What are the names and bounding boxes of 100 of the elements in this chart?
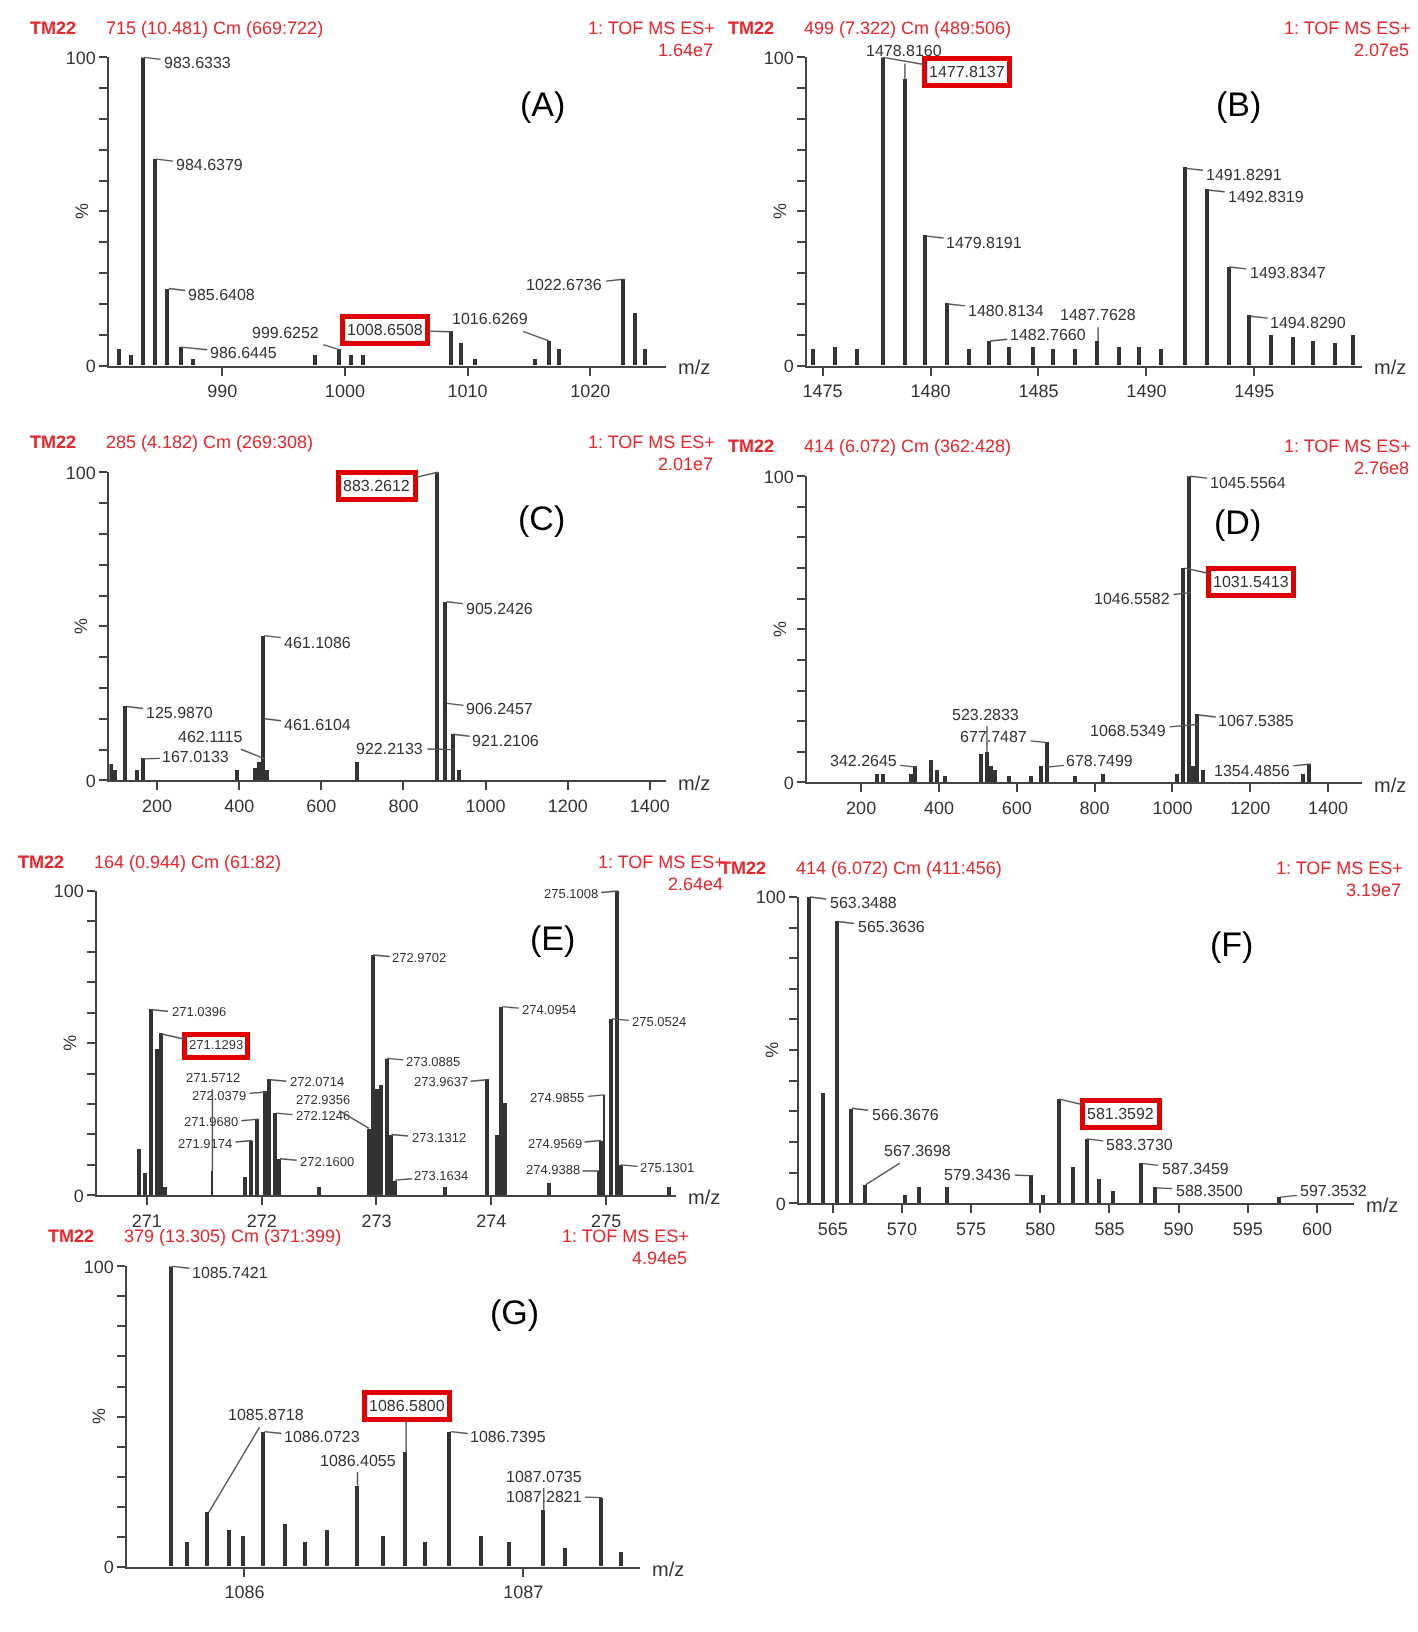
bar [979,754,984,783]
x-tick-label: 595 [1232,1218,1263,1239]
bar [435,472,440,781]
bar [1029,776,1034,783]
annotation: 523.2833 [952,706,1020,724]
bar [849,1109,854,1203]
annotation: 563.3488 [830,894,898,912]
text: 1: TOF MS ES+ [1284,18,1411,38]
bar [235,770,240,781]
annotation: 462.1115 [178,728,244,746]
bar [337,349,342,366]
y-axis-title: % [60,1034,81,1051]
bar [945,303,950,366]
x-tick-label: 1010 [447,381,488,402]
annotation: (G) [490,1294,540,1332]
x-tick-label: 600 [1001,798,1032,819]
y-tick-label: 0 [103,1556,114,1577]
bar [485,1079,490,1196]
annotation: 984.6379 [176,156,244,174]
bar [563,1548,568,1567]
bar [1139,1163,1144,1203]
bar [967,349,972,366]
annotation: 883.2612 [343,477,411,495]
bar [403,1452,408,1567]
text: TM22 [18,852,65,872]
bar [499,1007,504,1196]
x-tick-label: 1200 [547,796,588,817]
y-tick-label: 0 [73,1185,84,1206]
x-tick-label: 271 [131,1210,162,1231]
x-tick-label: 400 [923,798,954,819]
y-tick-label: 0 [783,355,794,376]
annotation: 1068.5349 [1090,722,1167,740]
annotation: 1493.8347 [1250,264,1327,282]
bar [667,1187,672,1196]
x-tick-label: 275 [591,1210,622,1231]
annotation: 985.6408 [188,286,256,304]
annotation: 461.1086 [284,634,352,652]
annotation: 2.64e4 [668,874,724,894]
x-axis-title: m/z [688,1188,721,1210]
annotation: 567.3698 [884,1142,952,1160]
text: 1: TOF MS ES+ [588,18,715,38]
annotation: 566.3676 [872,1106,940,1124]
x-tick-label: 800 [1079,798,1110,819]
bar [913,766,918,783]
annotation: 1022.6736 [526,276,603,294]
annotation: 999.6252 [252,324,320,342]
bar [547,341,552,366]
x-tick-label: 1200 [1230,798,1271,819]
x-tick-label: 1000 [324,381,365,402]
text: 285 (4.182) Cm (269:308) [106,432,314,452]
bar [1111,1191,1116,1203]
text: 1: TOF MS ES+ [1276,858,1403,878]
x-tick-label: 200 [142,796,173,817]
bar [1137,347,1142,366]
bar [129,355,134,366]
bar [541,1510,546,1567]
bar [283,1524,288,1567]
x-tick-label: 273 [361,1210,392,1231]
bar [987,341,992,366]
text: TM22 [720,858,767,878]
bar [361,355,366,366]
annotation: (A) [520,86,566,124]
bar [191,359,196,366]
x-tick-label: 990 [207,381,238,402]
annotation: 1482.7660 [1010,326,1087,344]
bar [1097,1179,1102,1203]
x-tick-label: 1490 [1126,381,1167,402]
bar [1085,1139,1090,1203]
x-tick-label: 1087 [503,1582,544,1603]
x-tick-label: 1400 [1308,798,1349,819]
annotation: 2.07e5 [1354,40,1410,60]
annotation: 1477.8137 [929,63,1006,81]
annotation: 983.6333 [164,54,232,72]
annotation: 1008.6508 [347,321,424,339]
annotation: 167.0133 [162,748,230,766]
bar [141,57,146,366]
bar [451,734,456,781]
bar [1227,267,1232,366]
bar [833,347,838,366]
annotation: 2.76e8 [1354,458,1410,478]
bar [1269,335,1274,366]
annotation: (E) [530,920,576,958]
bar [117,349,122,366]
text: 1: TOF MS ES+ [562,1226,689,1246]
x-tick-label: 272 [246,1210,277,1231]
bar [137,1149,142,1196]
text: 1: TOF MS ES+ [588,432,715,452]
annotation: 1480.8134 [968,302,1045,320]
bar [985,752,990,783]
annotation: 921.2106 [472,732,540,750]
bar [255,1119,260,1196]
annotation: 1.64e7 [658,40,714,60]
bar [165,289,170,366]
annotation: 1086.7395 [470,1428,547,1446]
y-axis-title: % [770,620,791,637]
bar [881,57,886,366]
x-tick-label: 575 [956,1218,987,1239]
y-tick-label: 100 [763,47,794,68]
bar [205,1512,210,1567]
y-axis-title: % [770,203,791,220]
